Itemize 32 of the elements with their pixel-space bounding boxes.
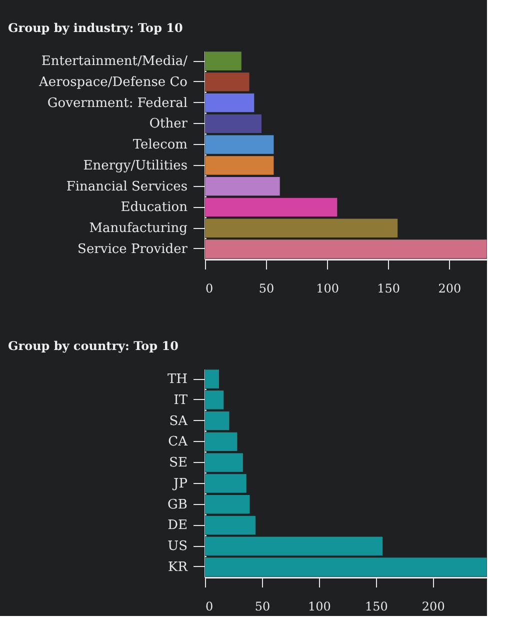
y-tick-label: Financial Services <box>66 179 188 194</box>
y-tick-label: Energy/Utilities <box>83 158 188 174</box>
y-tick-label: TH <box>167 372 188 388</box>
x-tick-label: 200 <box>422 600 445 614</box>
y-tick-label: IT <box>174 392 188 408</box>
y-tick-label: Education <box>120 200 188 216</box>
y-tick-label: DE <box>168 518 188 534</box>
y-tick-label: SA <box>169 414 188 429</box>
x-tick-label: 50 <box>254 600 270 614</box>
y-tick-label: Telecom <box>132 138 188 153</box>
y-tick-label: Service Provider <box>78 242 188 257</box>
y-tick-label: CA <box>168 434 188 450</box>
x-tick-label: 50 <box>258 282 274 296</box>
x-tick-label: 150 <box>377 282 400 296</box>
y-tick-label: GB <box>168 497 188 512</box>
y-tick-label: Aerospace/Defense Co <box>38 74 188 90</box>
y-tick-label: Manufacturing <box>89 221 188 236</box>
text: Group by industry: Top 10 <box>8 21 183 35</box>
x-tick-label: 150 <box>364 600 388 614</box>
x-tick-label: 100 <box>316 282 340 296</box>
x-tick-label: 0 <box>206 600 214 614</box>
x-tick-label: 200 <box>438 282 462 296</box>
y-tick-label: Other <box>149 116 188 132</box>
y-tick-label: KR <box>168 560 189 575</box>
y-tick-label: US <box>168 539 188 554</box>
x-tick-label: 0 <box>206 282 214 296</box>
y-tick-label: JP <box>172 476 188 492</box>
text: Group by country: Top 10 <box>8 339 178 353</box>
y-tick-label: Government: Federal <box>47 96 188 111</box>
y-tick-label: Entertainment/Media/ <box>41 54 188 70</box>
x-tick-label: 100 <box>308 600 331 614</box>
y-tick-label: SE <box>169 456 188 471</box>
